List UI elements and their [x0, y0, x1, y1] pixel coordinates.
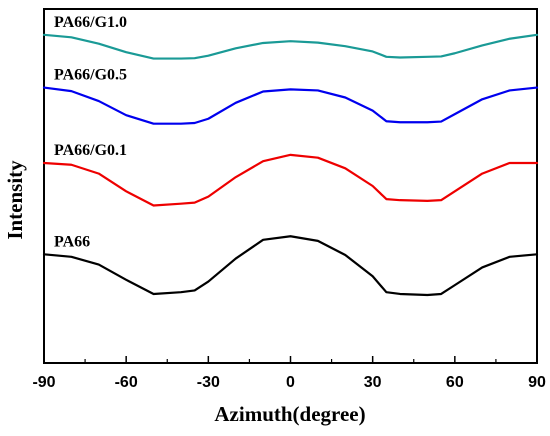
- x-tick-label: -60: [115, 374, 138, 391]
- x-axis-ticks: [43, 356, 538, 363]
- series-label: PA66/G0.1: [54, 142, 127, 159]
- series-label: PA66: [54, 233, 90, 250]
- series-lines: [42, 33, 539, 297]
- series-labels: PA66/G1.0 PA66/G0.5 PA66/G0.1 PA66: [54, 14, 127, 250]
- x-tick-label: 30: [364, 374, 382, 391]
- series-line: [42, 153, 539, 207]
- x-tick-label: -90: [32, 374, 55, 391]
- series-line: [42, 86, 539, 125]
- x-tick-label: 60: [446, 374, 464, 391]
- x-tick-label: -30: [197, 374, 220, 391]
- x-tick-label: 0: [286, 374, 295, 391]
- series-line: [42, 33, 539, 60]
- x-tick-label: 90: [528, 374, 546, 391]
- series-label: PA66/G0.5: [54, 67, 127, 84]
- y-axis-title: Intensity: [3, 160, 27, 240]
- x-axis-tick-labels: -90 -60 -30 0 30 60 90: [32, 374, 546, 391]
- series-label: PA66/G1.0: [54, 14, 127, 31]
- x-axis-title: Azimuth(degree): [214, 402, 365, 426]
- series-line: [42, 235, 539, 297]
